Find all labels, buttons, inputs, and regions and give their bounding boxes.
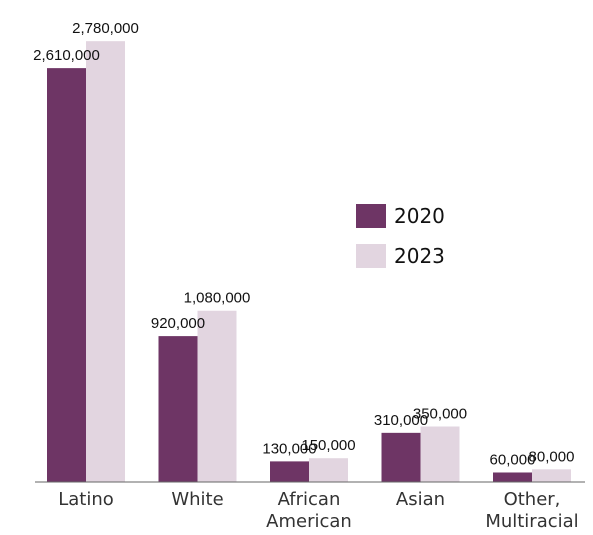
x-tick-label-line: Latino bbox=[58, 489, 114, 510]
data-label-2023-0: 2,780,000 bbox=[72, 20, 139, 37]
data-labels-layer: 2,610,000 2,780,000 920,000 1,080,000 130,00… bbox=[33, 20, 574, 468]
x-tick-label-4: Other, Multiracial bbox=[485, 489, 578, 532]
data-label-2020-2: 130,000 bbox=[262, 440, 316, 457]
x-tick-label-line: American bbox=[266, 511, 352, 532]
bar-2023-4 bbox=[532, 469, 571, 482]
data-label-2023-1: 1,080,000 bbox=[184, 290, 251, 307]
data-label-2023-3: 350,000 bbox=[413, 406, 467, 423]
bar-2020-3 bbox=[381, 432, 421, 482]
bar-2023-1 bbox=[197, 310, 237, 482]
legend: 2020 2023 bbox=[356, 204, 445, 268]
legend-swatch-2023 bbox=[356, 244, 386, 268]
bars-layer bbox=[47, 41, 571, 483]
data-label-2020-4: 60,000 bbox=[490, 451, 536, 468]
x-tick-label-2: African American bbox=[266, 489, 352, 532]
data-label-2023-4: 80,000 bbox=[529, 448, 575, 465]
data-label-2020-1: 920,000 bbox=[151, 315, 205, 332]
x-tick-label-1: White bbox=[171, 489, 223, 510]
data-label-2020-3: 310,000 bbox=[374, 412, 428, 429]
x-tick-label-line: Multiracial bbox=[485, 511, 578, 532]
bar-2023-3 bbox=[420, 426, 460, 482]
x-tick-label-0: Latino bbox=[58, 489, 114, 510]
bar-2020-2 bbox=[270, 461, 309, 482]
x-tick-label-line: White bbox=[171, 489, 223, 510]
data-label-2023-2: 150,000 bbox=[301, 437, 355, 454]
x-tick-labels: Latino White African American Asian Other, Mul… bbox=[58, 489, 578, 532]
legend-swatch-2020 bbox=[356, 204, 386, 228]
x-tick-label-line: Other, bbox=[504, 489, 561, 510]
legend-label-2023: 2023 bbox=[394, 244, 445, 268]
bar-2020-1 bbox=[158, 336, 198, 482]
legend-label-2020: 2020 bbox=[394, 204, 445, 228]
x-tick-label-line: Asian bbox=[396, 489, 445, 510]
bar-2020-0 bbox=[47, 68, 86, 482]
x-tick-label-3: Asian bbox=[396, 489, 445, 510]
data-label-2020-0: 2,610,000 bbox=[33, 47, 100, 64]
x-tick-label-line: African bbox=[278, 489, 341, 510]
bar-2023-0 bbox=[86, 41, 125, 483]
bar-2020-4 bbox=[493, 472, 532, 482]
bar-2023-2 bbox=[309, 458, 348, 482]
